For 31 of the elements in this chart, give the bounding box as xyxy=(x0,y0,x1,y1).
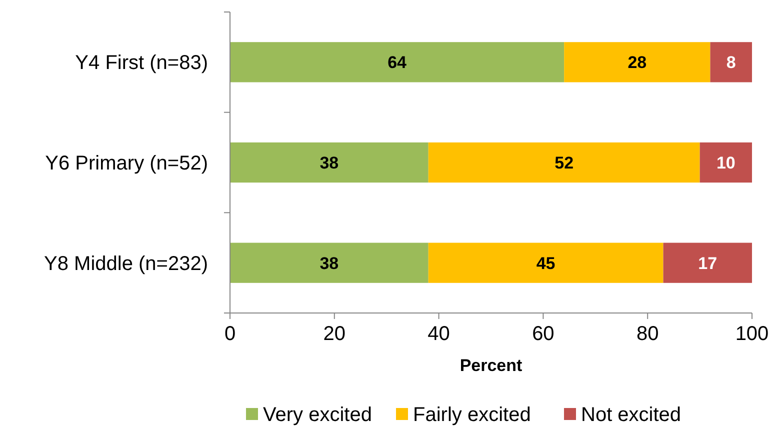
y-tick-label: Y8 Middle (n=232) xyxy=(44,252,208,275)
legend-label: Fairly excited xyxy=(413,404,531,426)
y-tick-label: Y6 Primary (n=52) xyxy=(45,152,208,174)
bar xyxy=(230,142,428,183)
data-label: 38 xyxy=(320,153,339,172)
bar xyxy=(564,42,710,82)
bar xyxy=(230,242,428,283)
x-tick-label: 100 xyxy=(735,323,769,345)
data-label: 10 xyxy=(716,153,736,172)
bar xyxy=(428,242,664,283)
bar xyxy=(710,42,752,82)
x-tick-label: 80 xyxy=(636,323,659,345)
data-label: 52 xyxy=(554,153,574,172)
x-axis-title: Percent xyxy=(460,356,523,375)
data-label: 45 xyxy=(536,254,556,273)
x-tick-label: 0 xyxy=(224,323,236,345)
legend-label: Very excited xyxy=(263,404,372,426)
data-label: 64 xyxy=(388,53,408,72)
x-tick-label: 60 xyxy=(532,323,554,345)
x-tick-label: 20 xyxy=(323,323,346,345)
data-label: 28 xyxy=(628,53,647,72)
data-label: 8 xyxy=(726,53,736,72)
data-label: 17 xyxy=(698,254,718,273)
bar xyxy=(700,142,752,183)
bar xyxy=(663,242,752,283)
bar xyxy=(230,42,564,82)
x-tick-label: 40 xyxy=(428,323,450,345)
y-tick-label: Y4 First (n=83) xyxy=(75,52,208,74)
data-label: 38 xyxy=(320,254,339,273)
bar xyxy=(428,142,700,183)
legend-label: Not excited xyxy=(581,404,682,426)
